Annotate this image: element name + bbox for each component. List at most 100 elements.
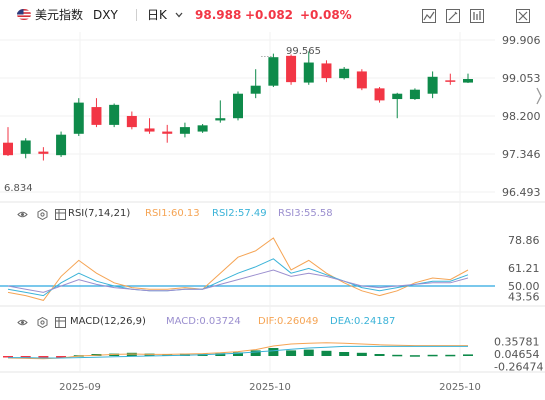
y-tick-label: 96.493 [502,186,541,199]
rsi1-value: RSI1:60.13 [145,208,200,219]
macd-histogram-bar [321,350,332,356]
candle-body [463,79,473,83]
us-flag-icon [17,9,31,20]
candle-body [233,93,243,119]
quote-header: 美元指数 DXY 日K 98.988 +0.082 +0.08% [0,0,545,32]
macd-value: MACD:0.03724 [166,316,241,327]
macd-histogram-bar [56,356,67,358]
candle-body [392,93,403,100]
candle-body [445,80,456,82]
y-tick-label: -0.26474 [494,361,543,374]
candle-body [268,57,279,86]
y-tick-label: 78.86 [508,234,540,247]
x-tick-label: 2025-10 [249,382,291,393]
candle-body [144,128,155,132]
eye-icon[interactable] [17,209,28,220]
macd-histogram-bar [162,354,173,356]
annotation-high-label: 99.565 [286,46,321,57]
macd-histogram-bar [463,354,473,356]
chart-type-icon[interactable] [422,9,436,23]
macd-histogram-bar [268,348,279,356]
dif-line [7,342,468,360]
macd-histogram-bar [356,352,367,356]
last-price: 98.988 [195,8,242,22]
x-tick-label: 2025-10 [439,382,481,393]
candle-body [3,142,13,156]
y-tick-label: 61.21 [508,262,540,275]
macd-histogram-bar [339,352,350,356]
y-tick-label: 43.56 [508,290,540,303]
macd-histogram-bar [250,350,261,356]
candle-body [374,88,385,101]
candle-body [73,102,84,134]
macd-histogram-bar [409,355,420,357]
candle-body [20,140,31,154]
macd-histogram-bar [427,354,438,357]
candle-body [197,125,208,132]
header-divider [136,9,137,21]
rsi-line-rsi2 [7,258,469,297]
scroll-right-icon [536,87,542,105]
y-tick-label: 0.35781 [494,336,540,349]
candle-body [427,76,438,94]
candle-body [286,55,297,83]
macd-histogram-bar [233,352,243,356]
period-selector[interactable]: 日K [147,8,167,22]
annotation-low-label: 6.834 [4,183,33,194]
compare-icon[interactable] [470,9,484,23]
fullscreen-icon[interactable] [516,9,530,23]
candle-body [409,89,420,100]
y-tick-label: 98.200 [502,110,541,123]
y-tick-label: 99.053 [502,72,541,85]
instrument-name: 美元指数 [35,8,84,22]
macd-histogram-bar [215,353,226,356]
candle-body [303,62,314,83]
macd-histogram-bar [3,356,13,358]
settings-icon[interactable] [37,209,48,220]
y-tick-label: 50.00 [508,280,540,293]
candle-body [126,115,137,128]
macd-histogram-bar [445,354,456,357]
macd-histogram-bar [392,354,403,357]
macd-histogram-bar [20,356,31,358]
table-icon[interactable] [55,317,66,328]
macd-histogram-bar [38,356,49,358]
candle-body [215,118,226,121]
rsi2-value: RSI2:57.49 [212,208,267,219]
macd-series [3,342,473,360]
y-tick-label: 0.04654 [494,348,540,361]
draw-icon[interactable] [446,9,460,23]
instrument-symbol: DXY [93,8,118,22]
rsi-series [0,237,495,301]
dea-value: DEA:0.24187 [330,316,396,327]
candle-body [38,151,49,154]
candle-body [250,85,261,94]
eye-icon[interactable] [17,317,28,328]
macd-histogram-bar [374,354,385,356]
y-tick-label: 99.906 [502,34,541,47]
candle-body [356,71,367,89]
candle-body [179,127,190,134]
candlestick-series [3,51,473,161]
chart-area[interactable]: 99.565 6.834 2025-09 2025-10 2025-10 99.… [0,32,545,400]
table-icon[interactable] [55,209,66,220]
rsi3-value: RSI3:55.58 [278,208,333,219]
macd-histogram-bar [286,350,297,356]
price-change-percent: +0.08% [300,8,352,22]
rsi-label: RSI(7,14,21) [68,208,131,219]
candle-body [56,134,67,156]
x-tick-label: 2025-09 [59,382,101,393]
dif-value: DIF:0.26049 [258,316,319,327]
rsi-line-rsi1 [7,237,469,301]
candle-body [339,68,350,79]
settings-icon[interactable] [37,317,48,328]
macd-histogram-bar [303,349,314,356]
candle-body [321,63,332,79]
dea-line [8,345,468,359]
candle-body [91,107,102,125]
macd-label: MACD(12,26,9) [70,316,146,327]
chevron-down-icon[interactable] [175,12,183,18]
axis-labels: 99.565 6.834 2025-09 2025-10 2025-10 99.… [4,34,543,393]
y-tick-label: 97.346 [502,148,541,161]
rsi-line-rsi3 [7,269,469,293]
